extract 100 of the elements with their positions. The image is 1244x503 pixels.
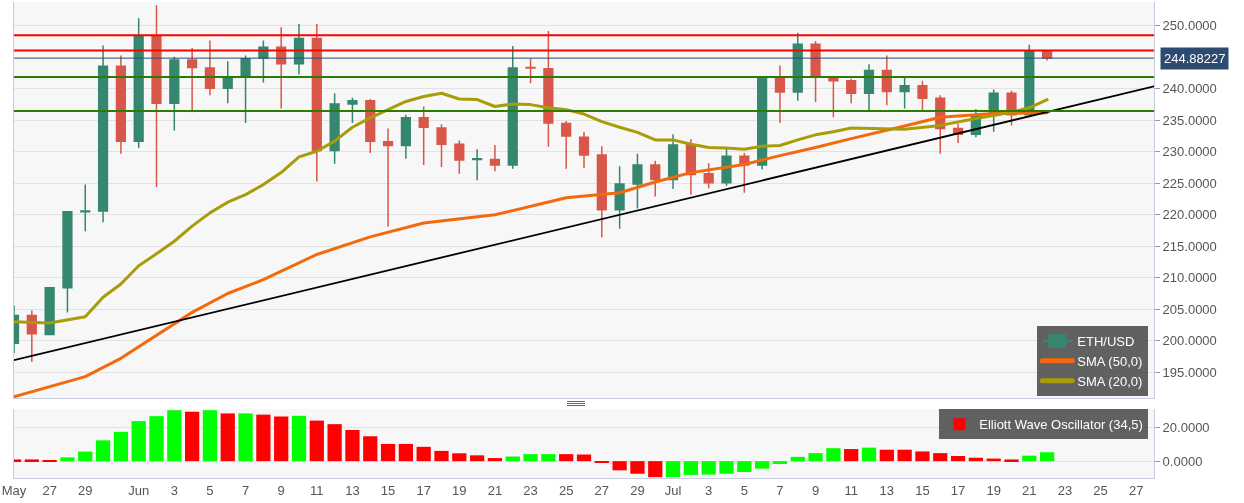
bar xyxy=(772,461,788,465)
bar xyxy=(701,461,716,475)
bar xyxy=(523,454,538,462)
x-tick-label: 11 xyxy=(310,482,324,498)
candlestick xyxy=(80,183,91,232)
candlestick xyxy=(382,127,394,228)
bar xyxy=(755,461,770,469)
bar xyxy=(541,454,556,462)
candlestick xyxy=(899,76,910,110)
bar xyxy=(78,451,93,462)
x-tick-label: 25 xyxy=(1093,482,1108,498)
y-tick-label: 220.0000 xyxy=(1162,207,1217,223)
bar xyxy=(487,458,503,462)
legend-label: ETH/USD xyxy=(1077,334,1135,350)
x-tick-label: 27 xyxy=(594,482,610,498)
bar xyxy=(719,461,734,474)
x-tick-label: 17 xyxy=(416,482,431,498)
candlestick xyxy=(846,78,857,105)
bar xyxy=(149,416,164,462)
candlestick xyxy=(703,162,714,190)
candlestick xyxy=(917,79,928,112)
x-tick-label: 21 xyxy=(487,482,503,498)
x-tick-label: Jul xyxy=(664,482,682,498)
bar xyxy=(630,461,645,474)
bar xyxy=(256,414,271,462)
candlestick xyxy=(881,54,892,106)
x-tick-label: 19 xyxy=(452,482,467,498)
candlestick xyxy=(311,23,322,183)
bar xyxy=(363,436,378,462)
x-tick-label: 15 xyxy=(380,482,396,498)
y-tick-label: 250.0000 xyxy=(1162,18,1217,34)
bar xyxy=(185,411,200,462)
candlestick xyxy=(650,159,661,198)
candlestick xyxy=(436,123,447,168)
x-tick-label: 7 xyxy=(776,482,784,498)
candlestick xyxy=(204,39,216,96)
bar xyxy=(683,461,698,475)
ref-line-label: 244.88227 xyxy=(1164,51,1226,66)
candlestick xyxy=(347,96,358,124)
bar xyxy=(95,440,111,462)
bar xyxy=(648,461,663,478)
bar xyxy=(327,424,342,462)
candlestick xyxy=(667,133,679,190)
x-tick-label: 23 xyxy=(1057,482,1073,498)
bar xyxy=(416,446,431,462)
y-tick-label: 0.0000 xyxy=(1162,453,1203,469)
bar xyxy=(737,461,752,473)
candlestick xyxy=(151,4,162,188)
candlestick xyxy=(774,64,786,124)
candlestick xyxy=(525,57,536,84)
y-tick-label: 20.0000 xyxy=(1162,419,1210,435)
x-tick-label: 15 xyxy=(915,482,930,498)
y-tick-label: 195.0000 xyxy=(1162,364,1217,380)
y-tick-label: 225.0000 xyxy=(1162,175,1217,191)
legend-label: SMA (20,0) xyxy=(1077,373,1143,389)
x-tick-label: 3 xyxy=(170,482,178,498)
bar xyxy=(826,448,841,462)
candlestick xyxy=(454,139,465,175)
candlestick xyxy=(489,144,501,173)
x-tick-label: 13 xyxy=(345,482,360,498)
x-tick-label: Jun xyxy=(128,482,150,498)
candlestick xyxy=(44,287,55,336)
candlestick xyxy=(418,105,429,166)
y-tick-label: 230.0000 xyxy=(1162,144,1217,160)
candlestick xyxy=(97,44,109,224)
bar xyxy=(790,456,805,462)
bar xyxy=(861,447,877,462)
y-tick-label: 215.0000 xyxy=(1162,238,1217,254)
bar xyxy=(1022,455,1037,462)
x-tick-label: 17 xyxy=(950,482,966,498)
bar xyxy=(844,449,859,462)
bar xyxy=(60,457,75,462)
bar xyxy=(1040,452,1055,462)
candlestick xyxy=(169,56,180,132)
candlestick xyxy=(472,148,483,181)
candlestick xyxy=(62,210,73,314)
bar xyxy=(576,454,592,462)
x-tick-label: 19 xyxy=(986,482,1001,498)
y-tick-label: 240.0000 xyxy=(1162,81,1217,97)
candlestick xyxy=(863,63,875,112)
bar xyxy=(470,455,485,462)
candlestick xyxy=(133,17,144,149)
bar xyxy=(808,453,823,462)
candlestick xyxy=(614,165,625,230)
line-series xyxy=(14,111,1049,398)
bar xyxy=(291,415,307,462)
x-tick-label: 3 xyxy=(705,482,713,498)
candlestick xyxy=(222,60,233,105)
x-tick-label: 13 xyxy=(879,482,895,498)
bar xyxy=(220,413,235,462)
bar xyxy=(345,429,360,462)
x-tick-label: 9 xyxy=(277,482,285,498)
bar xyxy=(665,461,681,478)
y-tick-label: 235.0000 xyxy=(1162,112,1217,128)
x-tick-label: 27 xyxy=(42,482,57,498)
bar xyxy=(434,450,449,462)
x-tick-label: 5 xyxy=(206,482,214,498)
candlestick xyxy=(792,32,803,102)
x-tick-label: May xyxy=(1,482,27,498)
bar xyxy=(398,443,413,462)
